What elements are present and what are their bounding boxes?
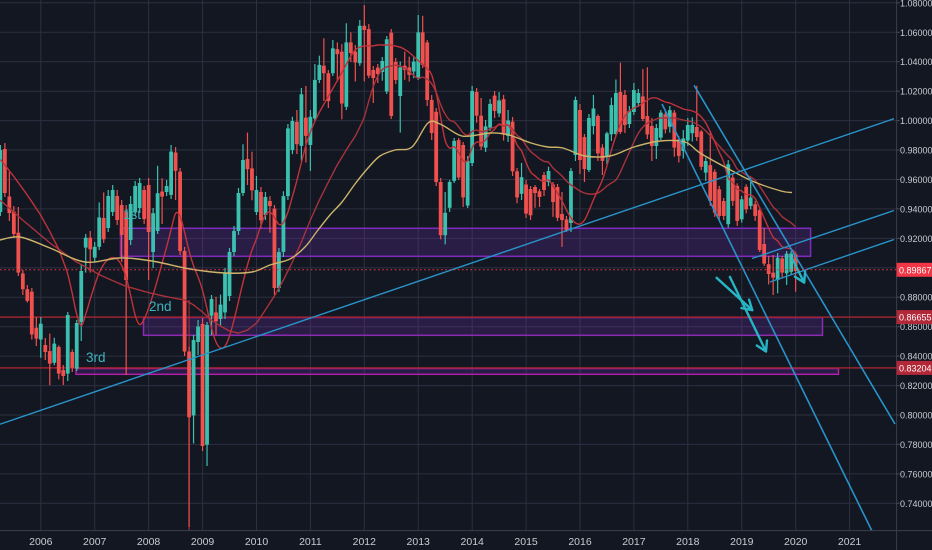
svg-text:0.82000: 0.82000 [900,381,932,391]
svg-text:0.76000: 0.76000 [900,469,932,479]
svg-text:2021: 2021 [838,536,862,548]
svg-text:0.98000: 0.98000 [900,146,932,156]
svg-text:1.06000: 1.06000 [900,28,932,38]
svg-text:1.04000: 1.04000 [900,57,932,67]
svg-text:2010: 2010 [245,536,269,548]
svg-text:0.86655: 0.86655 [899,313,932,323]
svg-text:1.00000: 1.00000 [900,116,932,126]
svg-text:2017: 2017 [622,536,646,548]
svg-text:2008: 2008 [137,536,161,548]
svg-text:1st: 1st [123,207,141,222]
svg-text:0.83204: 0.83204 [899,363,932,373]
svg-text:0.89867: 0.89867 [899,265,932,275]
svg-text:2018: 2018 [676,536,700,548]
svg-text:0.84000: 0.84000 [900,352,932,362]
svg-text:2014: 2014 [461,536,485,548]
svg-text:2019: 2019 [730,536,754,548]
svg-text:0.74000: 0.74000 [900,499,932,509]
svg-text:2006: 2006 [29,536,53,548]
svg-text:2nd: 2nd [149,299,172,314]
svg-text:2007: 2007 [83,536,107,548]
svg-text:2020: 2020 [784,536,808,548]
svg-text:2013: 2013 [407,536,431,548]
svg-text:0.88000: 0.88000 [900,293,932,303]
svg-text:1.08000: 1.08000 [900,0,932,8]
svg-text:0.92000: 0.92000 [900,234,932,244]
svg-text:0.78000: 0.78000 [900,440,932,450]
svg-text:0.94000: 0.94000 [900,204,932,214]
svg-text:2012: 2012 [353,536,377,548]
svg-text:0.96000: 0.96000 [900,175,932,185]
svg-text:0.86000: 0.86000 [900,322,932,332]
svg-text:1.02000: 1.02000 [900,87,932,97]
svg-text:2015: 2015 [514,536,538,548]
svg-text:3rd: 3rd [86,350,106,365]
svg-text:2011: 2011 [299,536,322,548]
svg-text:2009: 2009 [191,536,215,548]
svg-text:0.80000: 0.80000 [900,411,932,421]
svg-text:2016: 2016 [568,536,592,548]
